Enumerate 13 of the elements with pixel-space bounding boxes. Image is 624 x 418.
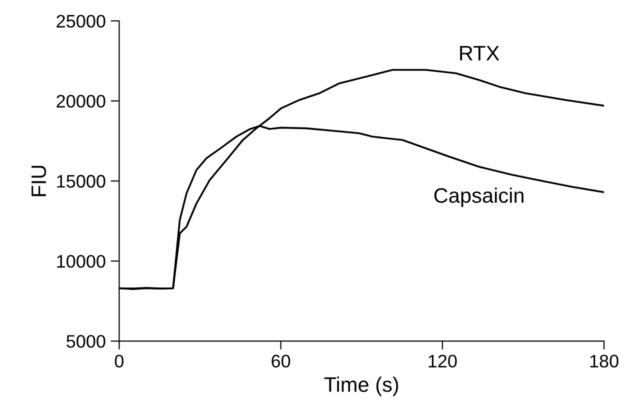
series-label: RTX [460,46,500,60]
y-tick-label: 15000 [57,174,106,188]
y-tick-label: 25000 [56,14,106,28]
x-tick-label: 0 [114,354,124,368]
y-tick-label: 5000 [66,335,106,348]
x-tick-label: 120 [428,354,457,368]
x-tick-label: 180 [590,354,618,368]
x-axis-title: Time (s) [324,376,398,396]
x-tick-label: 60 [272,354,290,368]
y-tick-label: 10000 [57,254,106,268]
series-label: Capsaicin [434,188,524,208]
y-tick-label: 20000 [56,94,106,108]
y-axis-title: FIU [32,166,46,196]
